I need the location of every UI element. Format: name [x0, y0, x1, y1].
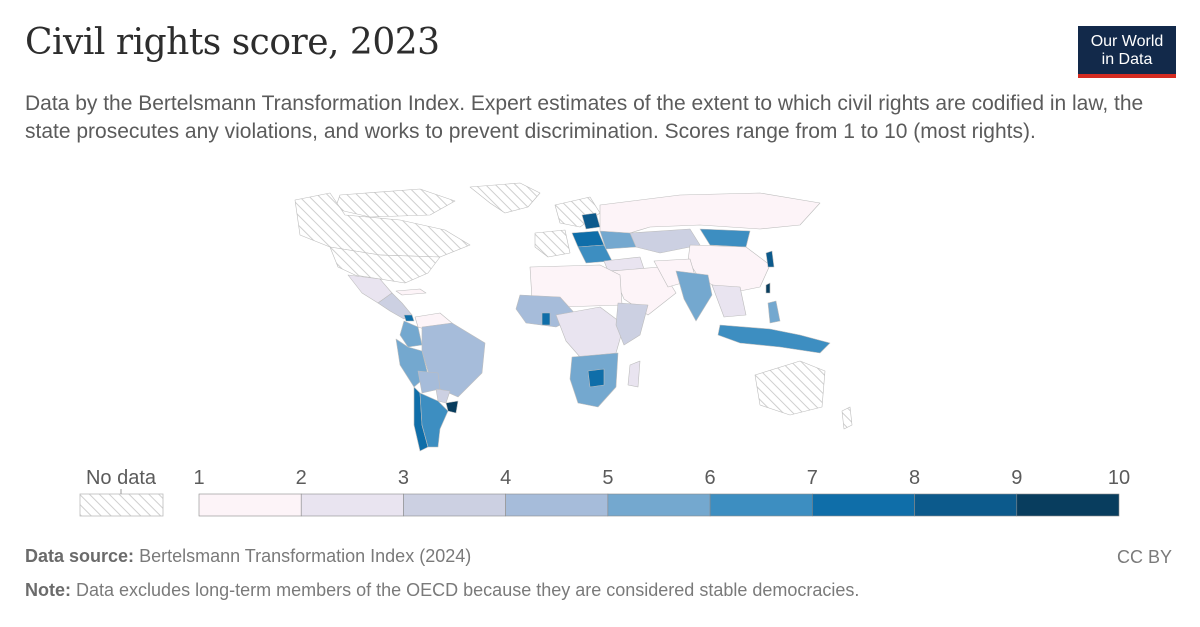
central-africa[interactable]	[555, 306, 625, 358]
legend-bin-9[interactable]	[1016, 493, 1120, 517]
bolivia[interactable]	[417, 370, 441, 394]
legend-tick-3: 3	[398, 467, 409, 489]
canada[interactable]	[294, 192, 471, 258]
australia[interactable]	[754, 360, 826, 416]
legend: No data 1 2 3 4 5 6 7 8 9 10	[79, 467, 1130, 517]
source-text[interactable]: Bertelsmann Transformation Index (2024)	[139, 546, 472, 566]
western-europe-no-data[interactable]	[534, 229, 571, 258]
cuba[interactable]	[395, 288, 427, 296]
east-africa[interactable]	[615, 302, 649, 346]
russia[interactable]	[599, 192, 821, 234]
legend-bin-7[interactable]	[812, 493, 915, 517]
legend-no-data-label: No data	[86, 467, 157, 489]
ghana[interactable]	[541, 312, 551, 326]
legend-bin-2[interactable]	[300, 493, 404, 517]
legend-bin-6[interactable]	[709, 493, 813, 517]
note: Note: Data excludes long-term members of…	[25, 580, 859, 601]
united-states[interactable]	[329, 246, 441, 284]
taiwan[interactable]	[765, 282, 771, 294]
legend-tick-2: 2	[296, 467, 307, 489]
colombia[interactable]	[399, 320, 423, 348]
baltics[interactable]	[581, 212, 601, 230]
arctic-islands[interactable]	[334, 188, 456, 218]
kazakhstan[interactable]	[629, 228, 701, 254]
argentina[interactable]	[419, 392, 449, 448]
legend-tick-10: 10	[1108, 467, 1130, 489]
legend-tick-9: 9	[1011, 467, 1022, 489]
source-label: Data source:	[25, 546, 135, 566]
legend-tick-7: 7	[807, 467, 818, 489]
legend-tick-6: 6	[705, 467, 716, 489]
greenland[interactable]	[469, 182, 541, 214]
legend-bin-8[interactable]	[914, 493, 1018, 517]
southeast-asia[interactable]	[711, 284, 747, 318]
new-zealand[interactable]	[841, 406, 853, 430]
legend-tick-4: 4	[500, 467, 511, 489]
legend-no-data-swatch	[79, 493, 164, 517]
india[interactable]	[675, 270, 713, 322]
chart-subtitle: Data by the Bertelsmann Transformation I…	[25, 92, 1144, 143]
legend-bin-3[interactable]	[403, 493, 506, 517]
legend-tick-8: 8	[909, 467, 920, 489]
madagascar[interactable]	[627, 360, 641, 388]
legend-tick-1: 1	[193, 467, 204, 489]
uruguay[interactable]	[445, 400, 459, 414]
costa-rica[interactable]	[403, 314, 415, 322]
legend-bin-5[interactable]	[607, 493, 711, 517]
legend-bin-4[interactable]	[505, 493, 609, 517]
world-map[interactable]	[0, 175, 1200, 460]
owid-logo[interactable]: Our World in Data	[1078, 26, 1176, 78]
data-source: Data source: Bertelsmann Transformation …	[25, 546, 471, 567]
korea[interactable]	[765, 250, 775, 268]
mongolia[interactable]	[699, 228, 751, 248]
chart-title: Civil rights score, 2023	[25, 22, 440, 63]
poland-czechia[interactable]	[571, 230, 605, 248]
legend-bin-1[interactable]	[198, 493, 302, 517]
license[interactable]: CC BY	[1116, 547, 1172, 567]
legend-tick-5: 5	[602, 467, 613, 489]
philippines[interactable]	[767, 300, 781, 324]
middle-east[interactable]	[611, 266, 677, 316]
logo-line-1: Our World	[1090, 33, 1164, 50]
botswana[interactable]	[587, 368, 605, 388]
note-text: Data excludes long-term members of the O…	[76, 580, 860, 600]
logo-line-2: in Data	[1101, 51, 1153, 68]
indonesia[interactable]	[717, 324, 831, 354]
note-label: Note:	[25, 580, 71, 600]
